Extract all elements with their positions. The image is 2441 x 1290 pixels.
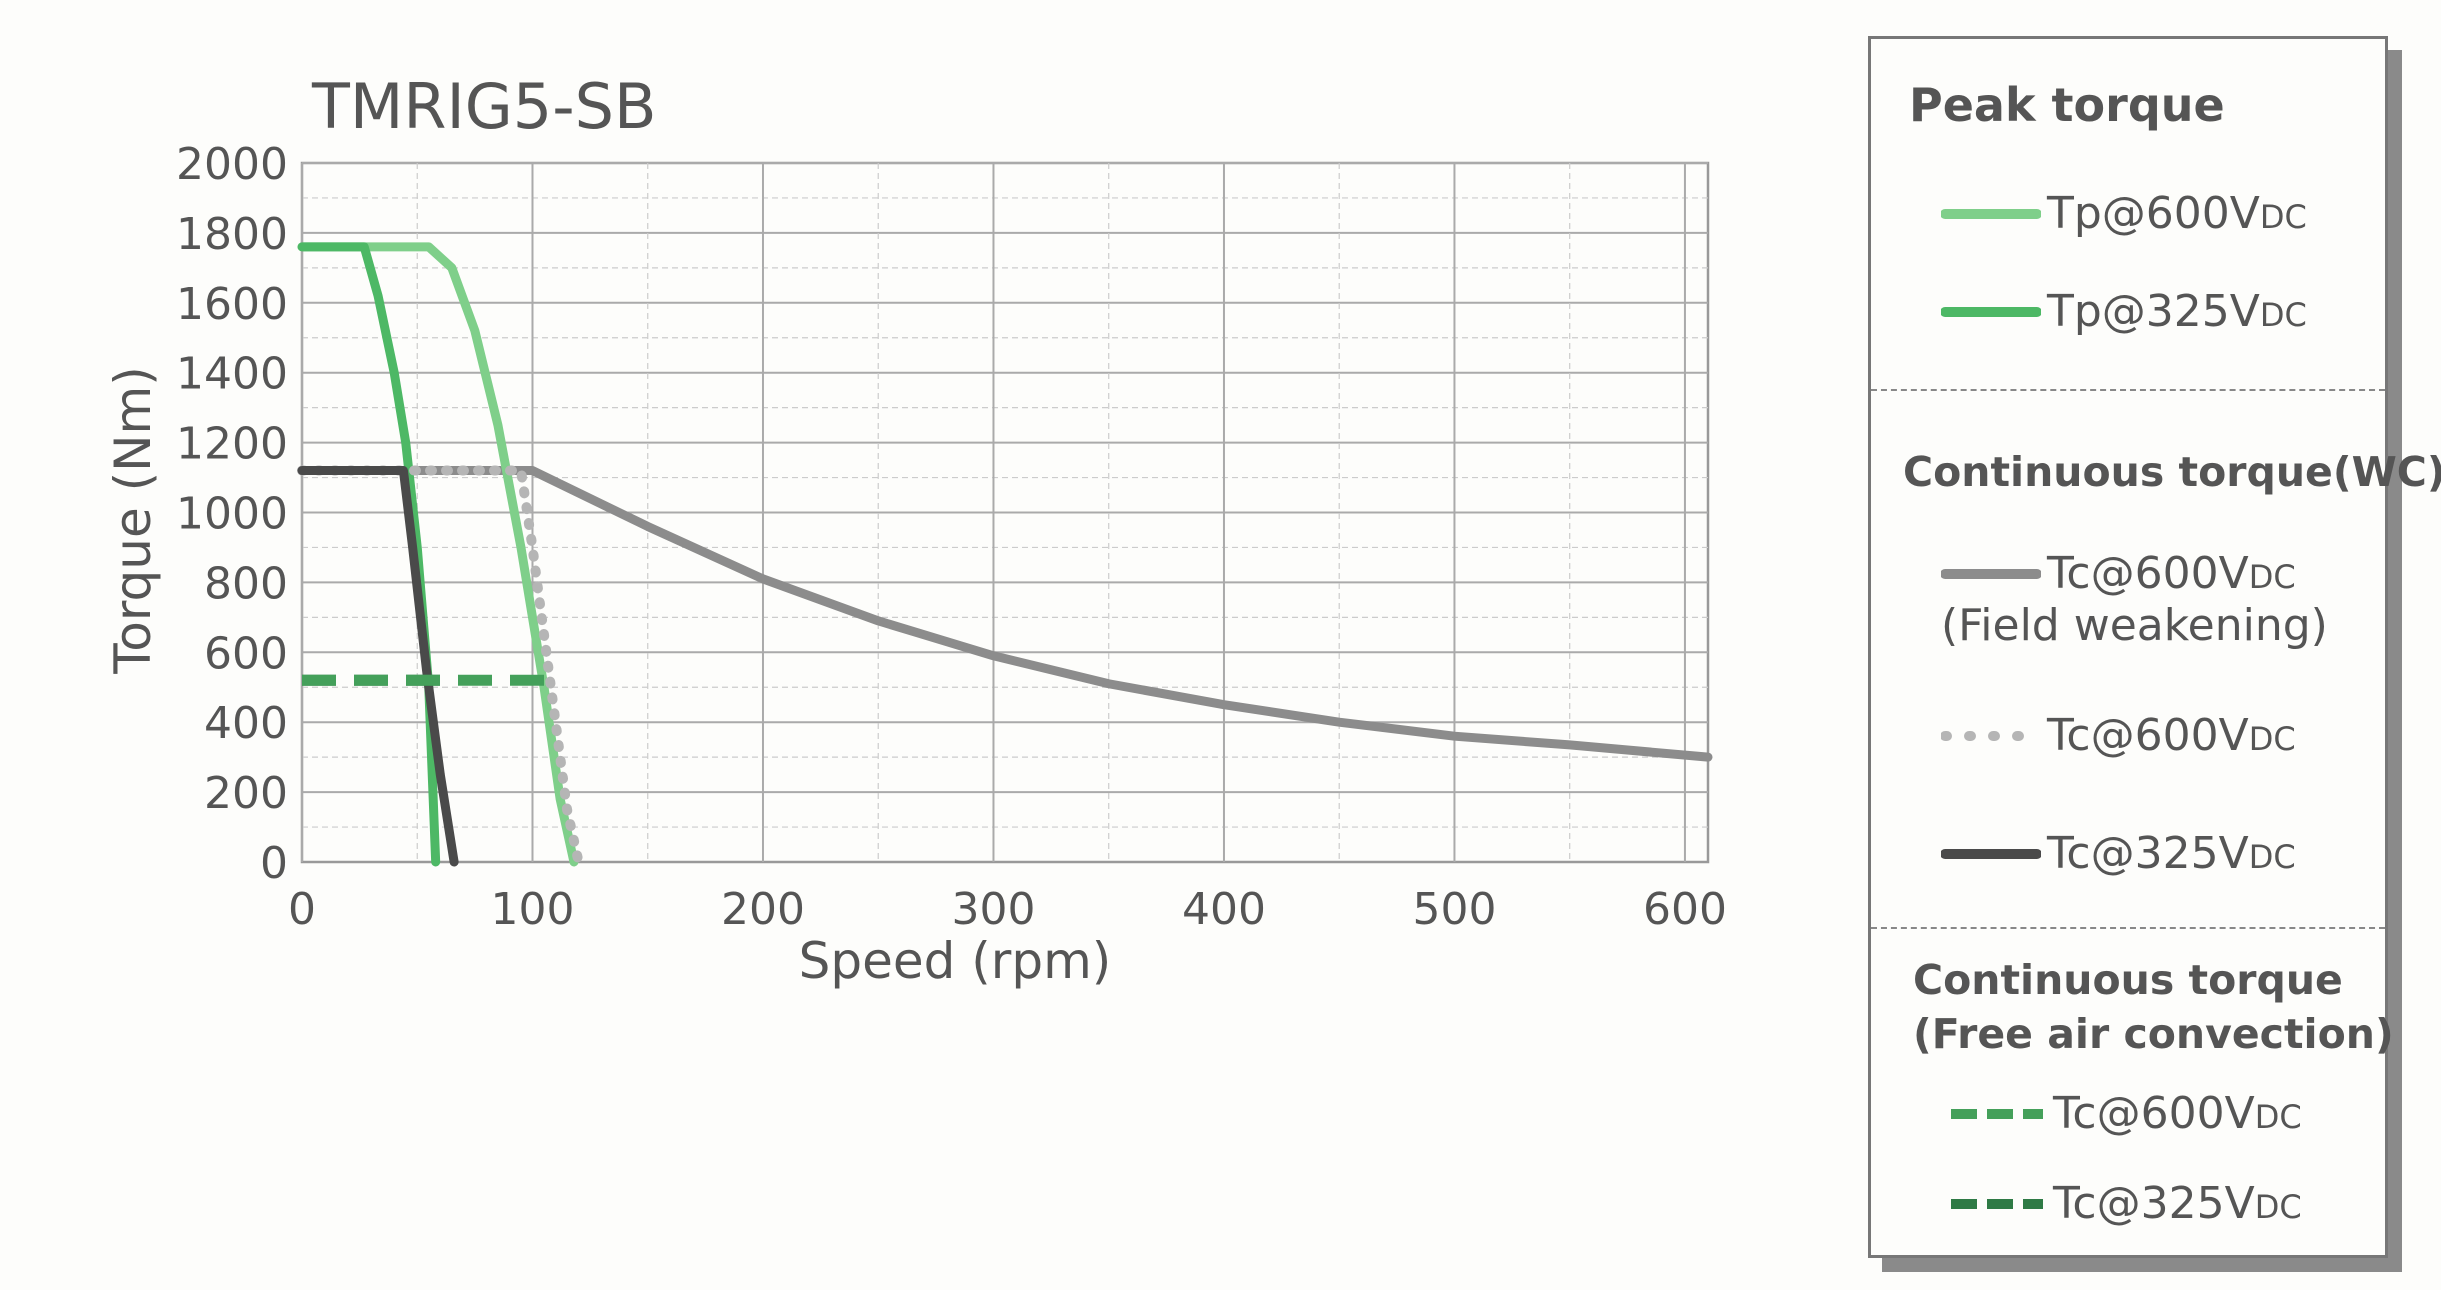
legend-swatch-tp325 [1940,302,2042,322]
legend-swatch-tc600-dotted [1940,726,2042,746]
series-line-0 [297,242,579,867]
legend-heading-wc: Continuous torque(WC) [1903,448,2441,496]
legend-label-free-tc325: Tc@325VDC [2053,1178,2302,1229]
y-tick-label: 2000 [176,139,288,190]
legend-swatch-free-tc600 [1947,1104,2047,1124]
legend-label-tc325: Tc@325VDC [2047,828,2296,879]
legend-entry-tc325: Tc@325VDC [1940,828,2296,880]
legend-heading-peak: Peak torque [1909,78,2225,132]
x-tick-label: 200 [721,884,805,935]
legend-entry-tp600: Tp@600VDC [1940,188,2307,240]
x-tick-label: 0 [288,884,316,935]
legend: Peak torque Tp@600VDC Tp@325VDC Continuo… [1868,36,2441,1258]
legend-entry-free-tc600: Tc@600VDC [1947,1088,2302,1140]
x-tick-labels: 0 100 200 300 400 500 600 [288,884,1727,935]
legend-label-tp325: Tp@325VDC [2047,286,2307,337]
x-tick-label: 400 [1182,884,1266,935]
legend-label-field-weakening: (Field weakening) [1941,600,2328,651]
legend-label-free-tc600: Tc@600VDC [2053,1088,2302,1139]
y-tick-label: 1800 [176,209,288,260]
series-line-2 [297,466,1713,762]
legend-label-tp600: Tp@600VDC [2047,188,2307,239]
chart-title: TMRIG5-SB [311,70,656,143]
legend-swatch-free-tc325 [1947,1194,2047,1214]
legend-separator-1 [1871,389,2385,391]
x-axis-label: Speed (rpm) [799,932,1112,990]
x-tick-label: 300 [951,884,1035,935]
legend-label-tc600-fw: Tc@600VDC [2047,548,2296,599]
legend-heading-free-2: (Free air convection) [1913,1010,2394,1058]
y-tick-labels: 0 200 400 600 800 1000 1200 1400 1600 1800 2000 [176,139,288,889]
legend-entry-free-tc325: Tc@325VDC [1947,1178,2302,1230]
legend-swatch-tp600 [1940,204,2042,224]
y-tick-label: 1000 [176,489,288,540]
y-tick-label: 200 [204,768,288,819]
y-tick-label: 600 [204,628,288,679]
y-tick-label: 400 [204,698,288,749]
legend-heading-free-1: Continuous torque [1913,956,2343,1004]
y-tick-label: 800 [204,558,288,609]
legend-entry-tp325: Tp@325VDC [1940,286,2307,338]
y-axis-label: Torque (Nm) [104,366,162,675]
torque-speed-chart: TMRIG5-SB 020040060080010001200140016001… [104,70,1727,990]
legend-entry-tc600-fw: Tc@600VDC [1940,548,2296,600]
legend-swatch-tc600-fw [1940,564,2042,584]
x-tick-label: 600 [1643,884,1727,935]
legend-swatch-tc325 [1940,844,2042,864]
legend-separator-2 [1871,927,2385,929]
x-tick-label: 500 [1412,884,1496,935]
series-line-4 [297,466,459,867]
y-tick-label: 1200 [176,419,288,470]
y-tick-label: 1400 [176,349,288,400]
y-tick-label: 0 [260,838,288,889]
legend-entry-tc600-dotted: Tc@600VDC [1940,710,2296,762]
y-tick-label: 1600 [176,279,288,330]
x-tick-label: 100 [490,884,574,935]
grid [300,161,1710,864]
series-line-3 [297,465,584,867]
legend-label-tc600-dotted: Tc@600VDC [2047,710,2296,761]
series-group [297,242,1713,867]
